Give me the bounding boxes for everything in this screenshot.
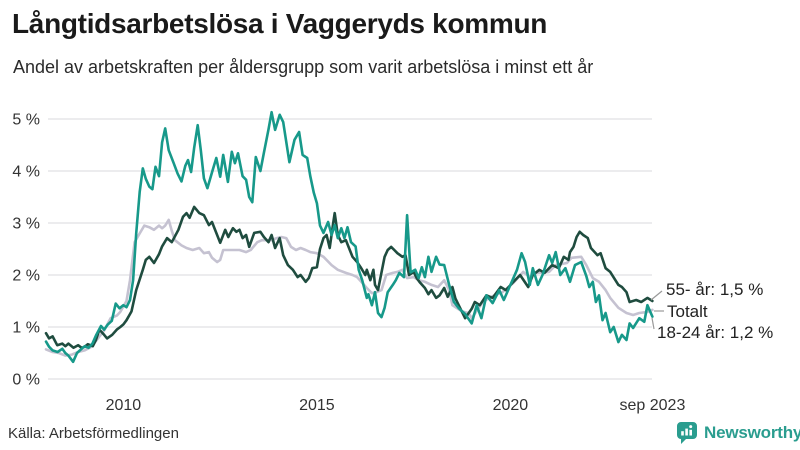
end-label-55-r: 55- år: 1,5 % [666,280,763,299]
x-tick-label: 2020 [493,397,529,414]
x-tick-label: 2010 [106,397,142,414]
page-title: Långtidsarbetslösa i Vaggeryds kommun [12,8,548,39]
x-tick-label: 2015 [299,397,335,414]
annotation-connector [651,317,655,330]
y-tick-label: 0 % [12,372,40,389]
y-tick-label: 5 % [12,112,40,129]
chart-subtitle: Andel av arbetskraften per åldersgrupp s… [13,57,594,77]
y-tick-label: 2 % [12,268,40,285]
series-line-18-24-r [44,110,654,364]
annotation-connector [650,290,663,301]
y-tick-label: 1 % [12,320,40,337]
x-tick-label: sep 2023 [620,397,686,414]
source-note: Källa: Arbetsförmedlingen [8,425,179,442]
y-tick-label: 4 % [12,164,40,181]
newsworthy-chart-bubble-icon [676,421,698,444]
end-label-totalt: Totalt [667,302,708,321]
newsworthy-brand-link[interactable]: Newsworthy [676,421,800,444]
end-label-18-24-r: 18-24 år: 1,2 % [657,323,773,342]
y-tick-label: 3 % [12,216,40,233]
series-line-55-r [44,205,654,350]
newsworthy-brand-name: Newsworthy [704,422,800,442]
